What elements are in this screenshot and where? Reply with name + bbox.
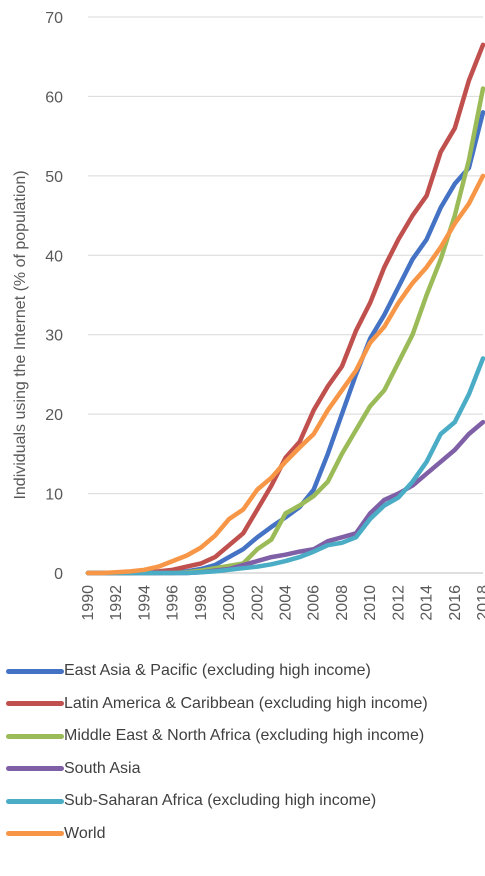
y-tick-label: 20 (45, 407, 63, 424)
legend: East Asia & Pacific (excluding high inco… (6, 655, 485, 850)
gridlines (88, 16, 483, 495)
y-axis-title: Individuals using the Internet (% of pop… (12, 170, 29, 499)
legend-swatch (6, 733, 64, 739)
legend-label: Sub-Saharan Africa (excluding high incom… (64, 792, 377, 810)
series-lines (85, 42, 485, 576)
x-tick-label: 2010 (362, 585, 379, 621)
legend-swatch (6, 798, 64, 804)
legend-swatch (6, 831, 64, 837)
series-line-5 (85, 356, 485, 576)
y-tick-label: 0 (54, 566, 63, 583)
legend-label: South Asia (64, 759, 141, 777)
x-tick-label: 1992 (108, 585, 125, 621)
legend-swatch (6, 668, 64, 674)
x-tick-label: 1994 (136, 585, 153, 621)
y-tick-label: 40 (45, 248, 63, 265)
y-tick-label: 60 (45, 89, 63, 106)
x-tick-label: 2016 (447, 585, 464, 621)
series-line-6 (85, 173, 485, 576)
legend-label: World (64, 824, 106, 842)
x-tick-label: 2008 (334, 585, 351, 621)
line-chart: 0 10 20 30 40 50 60 70 1990 1992 1994 1996 1998 2000… (12, 10, 485, 621)
x-tick-label: 2000 (221, 585, 238, 621)
legend-label: East Asia & Pacific (excluding high inco… (64, 662, 371, 680)
legend-swatch (6, 766, 64, 772)
y-axis: 0 10 20 30 40 50 60 70 (45, 10, 63, 583)
x-tick-label: 2004 (278, 585, 295, 621)
y-tick-label: 50 (45, 169, 63, 186)
series-line-3 (85, 86, 485, 576)
legend-item: Sub-Saharan Africa (excluding high incom… (6, 785, 485, 818)
x-tick-label: 1998 (193, 585, 210, 621)
legend-item: Latin America & Caribbean (excluding hig… (6, 688, 485, 721)
legend-item: World (6, 818, 485, 851)
x-tick-label: 2014 (419, 585, 436, 621)
y-tick-label: 10 (45, 487, 63, 504)
x-tick-labels: 1990 1992 1994 1996 1998 2000 2002 2004 2006 2008… (80, 585, 485, 621)
legend-swatch (6, 701, 64, 707)
legend-label: Middle East & North Africa (excluding hi… (64, 727, 425, 745)
x-tick-label: 2018 (475, 585, 485, 621)
x-tick-label: 1990 (80, 585, 97, 621)
legend-item: East Asia & Pacific (excluding high inco… (6, 655, 485, 688)
series-line-1 (85, 110, 485, 576)
legend-item: South Asia (6, 753, 485, 786)
legend-label: Latin America & Caribbean (excluding hig… (64, 694, 428, 712)
legend-item: Middle East & North Africa (excluding hi… (6, 720, 485, 753)
x-tick-label: 1996 (165, 585, 182, 621)
series-line-4 (85, 419, 485, 576)
x-tick-label: 2006 (306, 585, 323, 621)
y-tick-label: 70 (45, 10, 63, 27)
y-tick-label: 30 (45, 328, 63, 345)
x-tick-label: 2002 (249, 585, 266, 621)
x-tick-label: 2012 (390, 585, 407, 621)
